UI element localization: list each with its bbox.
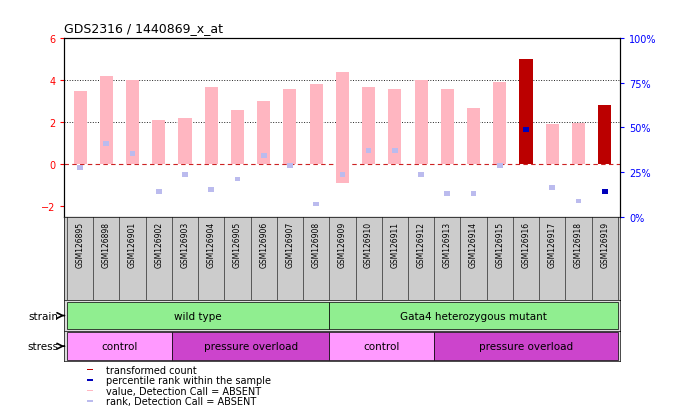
Bar (519, 60, 532, 165)
Bar (313, 202, 319, 207)
Text: GSM126895: GSM126895 (76, 221, 85, 267)
Bar (497, 164, 502, 168)
Text: GSM126911: GSM126911 (391, 221, 399, 267)
Bar (172, 332, 330, 360)
Bar (388, 90, 401, 165)
Text: GSM126910: GSM126910 (364, 221, 373, 267)
Bar (87, 379, 93, 381)
Bar (77, 166, 83, 170)
Text: GSM126918: GSM126918 (574, 221, 583, 267)
Text: GSM126913: GSM126913 (443, 221, 452, 267)
Bar (471, 192, 477, 197)
Bar (87, 400, 93, 402)
Text: GSM126917: GSM126917 (548, 221, 557, 267)
Bar (208, 188, 214, 192)
Text: GSM126907: GSM126907 (285, 221, 294, 267)
Bar (414, 81, 428, 165)
Text: pressure overload: pressure overload (203, 342, 298, 351)
Bar (257, 102, 271, 165)
Bar (87, 389, 93, 392)
Bar (310, 85, 323, 165)
Bar (576, 199, 581, 204)
Text: GSM126903: GSM126903 (180, 221, 190, 267)
Text: GSM126919: GSM126919 (600, 221, 609, 267)
Bar (182, 173, 188, 178)
Text: GSM126916: GSM126916 (521, 221, 530, 267)
Bar (287, 164, 293, 168)
Text: GSM126915: GSM126915 (495, 221, 504, 267)
Bar (205, 88, 218, 165)
Text: Gata4 heterozygous mutant: Gata4 heterozygous mutant (400, 311, 547, 321)
Text: control: control (363, 342, 400, 351)
Text: percentile rank within the sample: percentile rank within the sample (106, 375, 271, 385)
Bar (87, 369, 93, 370)
Bar (546, 125, 559, 165)
Bar (392, 149, 398, 154)
Bar (330, 302, 618, 330)
Text: transformed count: transformed count (106, 365, 197, 375)
Text: GSM126898: GSM126898 (102, 221, 111, 267)
Bar (235, 177, 241, 182)
Bar (336, 73, 349, 165)
Bar (572, 124, 585, 165)
Text: GSM126902: GSM126902 (155, 221, 163, 267)
Bar (336, 165, 349, 184)
Bar (493, 83, 506, 165)
Bar (74, 92, 87, 165)
Text: wild type: wild type (174, 311, 222, 321)
Text: stress: stress (28, 342, 59, 351)
Text: GSM126906: GSM126906 (259, 221, 268, 267)
Text: GSM126904: GSM126904 (207, 221, 216, 267)
Bar (231, 110, 244, 165)
Bar (444, 192, 450, 197)
Bar (67, 332, 172, 360)
Bar (598, 106, 611, 165)
Bar (434, 332, 618, 360)
Bar (67, 302, 330, 330)
Text: GDS2316 / 1440869_x_at: GDS2316 / 1440869_x_at (64, 22, 224, 35)
Bar (340, 173, 345, 178)
Text: pressure overload: pressure overload (479, 342, 573, 351)
Bar (100, 77, 113, 165)
Bar (365, 149, 372, 154)
Bar (126, 81, 139, 165)
Text: GSM126909: GSM126909 (338, 221, 347, 267)
Text: control: control (101, 342, 138, 351)
Bar (418, 173, 424, 178)
Text: GSM126914: GSM126914 (469, 221, 478, 267)
Text: GSM126908: GSM126908 (312, 221, 321, 267)
Bar (129, 152, 136, 157)
Bar (283, 90, 296, 165)
Bar (178, 119, 192, 165)
Text: GSM126905: GSM126905 (233, 221, 242, 267)
Bar (467, 108, 480, 165)
Text: GSM126912: GSM126912 (416, 221, 426, 267)
Text: value, Detection Call = ABSENT: value, Detection Call = ABSENT (106, 386, 261, 396)
Bar (523, 128, 529, 133)
Text: rank, Detection Call = ABSENT: rank, Detection Call = ABSENT (106, 396, 256, 406)
Bar (156, 190, 161, 194)
Text: GSM126901: GSM126901 (128, 221, 137, 267)
Bar (441, 90, 454, 165)
Bar (362, 88, 375, 165)
Text: strain: strain (29, 311, 59, 321)
Bar (261, 154, 266, 159)
Bar (153, 121, 165, 165)
Bar (549, 185, 555, 190)
Bar (330, 332, 434, 360)
Bar (602, 190, 607, 194)
Bar (104, 142, 109, 146)
